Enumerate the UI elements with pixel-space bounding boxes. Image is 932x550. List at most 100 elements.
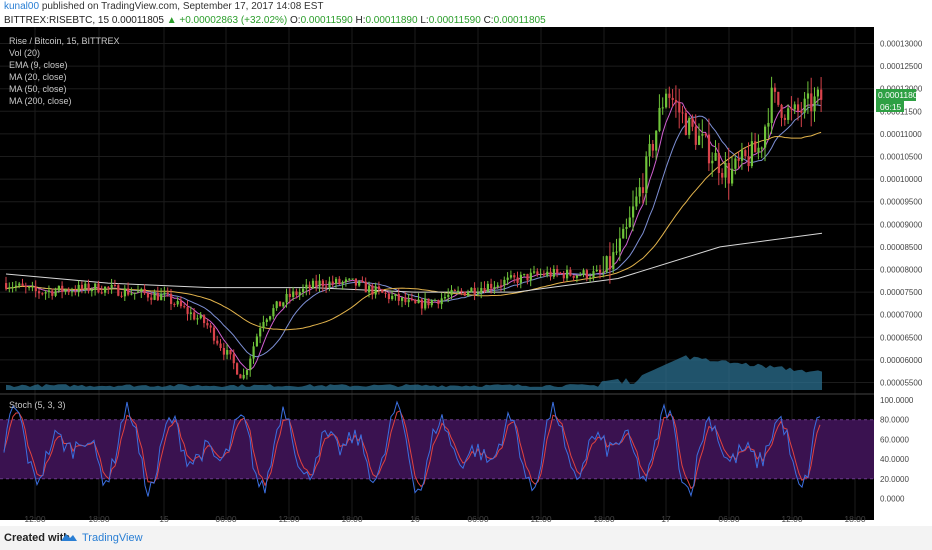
- candle-body: [727, 162, 730, 184]
- candle-body: [236, 363, 239, 375]
- publish-text: published on TradingView.com, September …: [41, 1, 324, 12]
- candle-body: [717, 152, 720, 173]
- candle-body: [146, 293, 150, 298]
- candle-body: [638, 187, 641, 197]
- candle-body: [226, 349, 229, 355]
- candle-body: [308, 284, 311, 289]
- x-tick-label: 17: [661, 514, 671, 524]
- candle-body: [245, 370, 249, 375]
- candle-body: [212, 327, 216, 341]
- candle-body: [506, 277, 509, 280]
- candle-body: [31, 286, 34, 288]
- candle-body: [797, 104, 800, 111]
- x-tick-label: 15: [159, 514, 169, 524]
- candle-body: [724, 162, 727, 178]
- candle-body: [153, 292, 156, 300]
- candle-body: [632, 206, 635, 218]
- candle-body: [278, 301, 282, 307]
- candle-body: [351, 278, 354, 280]
- volume-bars: [6, 355, 822, 390]
- candle-body: [344, 279, 348, 283]
- candle-body: [803, 98, 806, 113]
- candle-body: [325, 286, 328, 288]
- change-value: +0.00002863 (+32.02%): [179, 15, 288, 26]
- candle-body: [11, 287, 14, 289]
- ohlc-row: BITTREX:RISEBTC, 15 0.00011805 ▲ +0.0000…: [4, 15, 546, 26]
- last-price: 0.00011805: [111, 15, 164, 26]
- candle-body: [569, 269, 572, 276]
- candle-body: [770, 87, 773, 123]
- candle-body: [764, 126, 767, 148]
- candle-body: [460, 290, 463, 292]
- close-value: 0.00011805: [493, 15, 546, 26]
- candle-body: [87, 283, 90, 292]
- y-tick-label: 0.00009500: [880, 198, 923, 207]
- x-tick-label: 06:00: [215, 514, 237, 524]
- candle-body: [90, 290, 93, 292]
- candle-body: [364, 281, 367, 293]
- low-value: 0.00011590: [428, 15, 481, 26]
- candle-body: [592, 271, 595, 278]
- candle-body: [744, 150, 747, 157]
- candle-body: [302, 288, 305, 292]
- candle-body: [110, 284, 113, 288]
- candle-body: [585, 270, 588, 279]
- stoch-k-line: [3, 400, 821, 498]
- candle-body: [612, 252, 615, 270]
- author-link[interactable]: kunal00: [4, 1, 40, 12]
- tradingview-logo-icon[interactable]: [60, 531, 78, 543]
- ma-200-line: [5, 232, 823, 293]
- candle-body: [496, 285, 499, 287]
- candle-body: [688, 118, 691, 135]
- candle-body: [361, 281, 364, 283]
- candle-body: [229, 349, 232, 355]
- candle-body: [107, 286, 110, 288]
- candle-body: [780, 104, 783, 118]
- legend-item: EMA (9, close): [9, 60, 68, 70]
- candle-body: [335, 278, 338, 284]
- candle-body: [615, 251, 618, 253]
- candle-body: [127, 288, 130, 295]
- candle-body: [275, 301, 278, 309]
- candle-body: [368, 285, 371, 293]
- candle-body: [655, 130, 658, 151]
- candle-body: [430, 300, 433, 306]
- candle-body: [331, 281, 334, 284]
- candle-body: [51, 290, 54, 296]
- candle-body: [249, 358, 252, 371]
- x-tick-label: 12:00: [24, 514, 46, 524]
- trading-chart[interactable]: 0.000130000.000125000.000120000.00011500…: [0, 27, 932, 526]
- stoch-tick-label: 100.0000: [880, 396, 914, 405]
- candle-body: [57, 285, 60, 291]
- candle-body: [321, 280, 324, 287]
- candle-body: [424, 298, 427, 309]
- candle-body: [734, 158, 737, 169]
- candle-body: [440, 298, 443, 305]
- candle-body: [150, 297, 153, 300]
- candle-body: [793, 104, 796, 110]
- candle-body: [41, 293, 44, 295]
- candle-body: [595, 269, 598, 272]
- candle-body: [47, 290, 51, 293]
- candle-body: [77, 284, 80, 293]
- candle-body: [28, 286, 31, 288]
- candle-body: [282, 302, 285, 307]
- candle-body: [740, 150, 744, 161]
- candle-body: [156, 292, 159, 301]
- candle-body: [509, 275, 513, 278]
- candle-body: [519, 274, 522, 283]
- candle-body: [490, 283, 493, 289]
- candle-body: [407, 299, 410, 303]
- x-tick-label: 06:00: [467, 514, 489, 524]
- candle-body: [94, 283, 97, 291]
- candle-body: [420, 299, 423, 309]
- candle-body: [476, 292, 480, 295]
- candle-body: [348, 278, 351, 280]
- candle-body: [298, 291, 301, 296]
- candle-body: [605, 256, 608, 272]
- candle-body: [681, 112, 684, 114]
- countdown-badge: 06:15: [876, 101, 904, 112]
- candle-body: [417, 299, 420, 304]
- legend: Rise / Bitcoin, 15, BITTREX Vol (20) EMA (…: [9, 36, 120, 106]
- tradingview-link[interactable]: TradingView: [82, 532, 143, 544]
